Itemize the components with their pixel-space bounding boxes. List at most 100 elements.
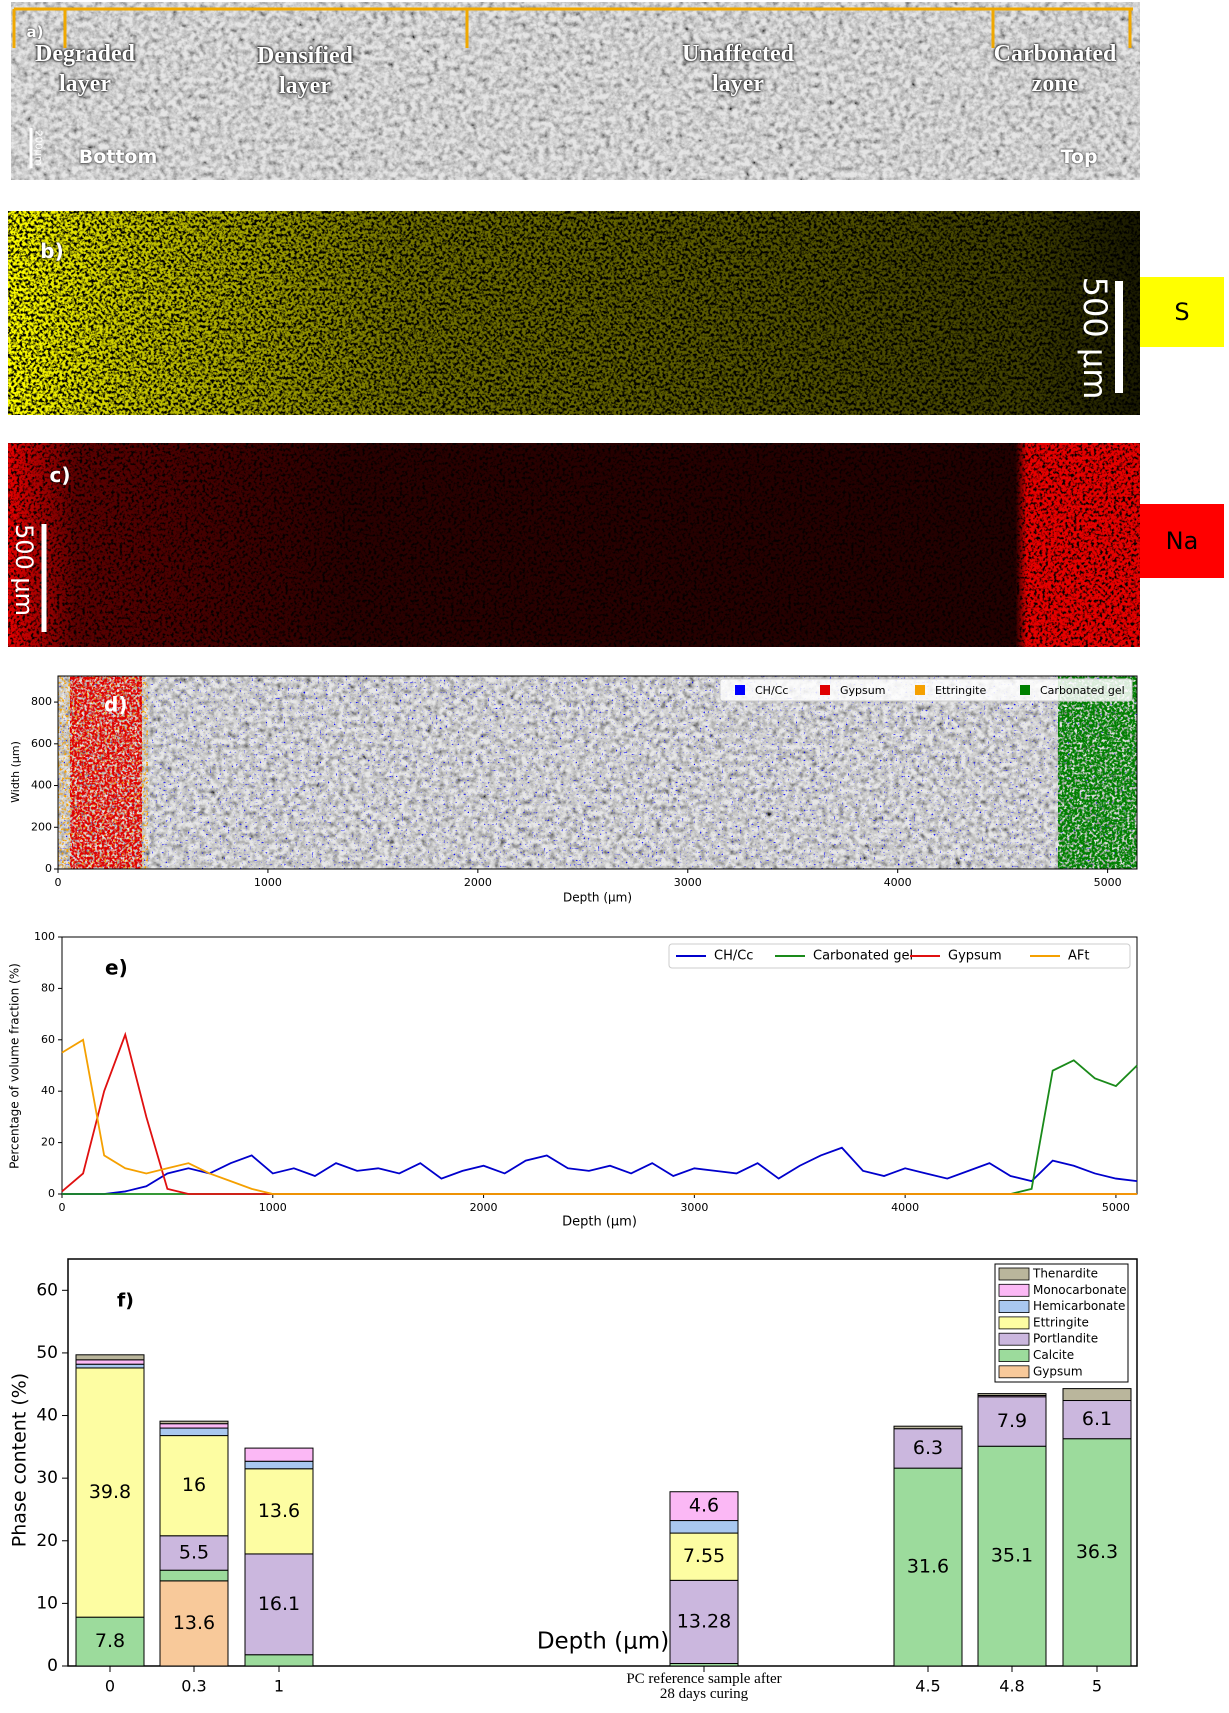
legend-swatch: [820, 685, 830, 695]
legend-label: Gypsum: [1033, 1364, 1083, 1378]
bar-segment: [160, 1424, 228, 1428]
value-label: 7.9: [997, 1410, 1027, 1432]
figure: 0100020003000400050000200400600800Depth …: [0, 0, 1229, 1713]
scale-bar-label: 500 μm: [10, 524, 38, 616]
x-axis-title: Depth (μm): [562, 1215, 637, 1230]
map-na-texture: [8, 443, 1140, 647]
end-label: Top: [1060, 146, 1097, 168]
legend-label: Ettringite: [935, 684, 986, 697]
bar-segment: [160, 1570, 228, 1581]
x-tick-label: PC reference sample after 28 days curing: [619, 1672, 789, 1702]
bar-segment: [1063, 1389, 1131, 1401]
legend-label: AFt: [1068, 949, 1089, 964]
x-tick-label: 2000: [470, 1201, 498, 1214]
value-label: 7.8: [95, 1630, 125, 1652]
element-label: S: [1174, 298, 1189, 326]
y-tick-label: 40: [36, 1406, 58, 1426]
zone-label: Densified layer: [240, 41, 370, 101]
legend-label: Monocarbonate: [1033, 1283, 1127, 1297]
value-label: 39.8: [89, 1481, 131, 1503]
panel-label: c): [50, 463, 71, 487]
y-tick-label: 60: [36, 1280, 58, 1300]
x-tick-label: 1000: [254, 876, 282, 889]
legend-label: Gypsum: [948, 949, 1002, 964]
micrograph-texture: [11, 2, 1140, 180]
x-tick-label: 5000: [1102, 1201, 1130, 1214]
panel-label: d): [104, 693, 127, 717]
x-axis-title: Depth (μm): [563, 891, 632, 905]
legend-label: Carbonated gel: [813, 949, 913, 964]
legend-label: CH/Cc: [714, 949, 753, 964]
y-tick-label: 0: [48, 1187, 55, 1200]
x-tick-label: 4.5: [915, 1677, 940, 1696]
legend-label: Carbonated gel: [1040, 684, 1125, 697]
bar-segment: [245, 1461, 313, 1469]
legend-label: Portlandite: [1033, 1332, 1098, 1346]
y-tick-label: 20: [36, 1531, 58, 1551]
x-tick-label: 1000: [259, 1201, 287, 1214]
bar-segment: [245, 1655, 313, 1666]
y-tick-label: 200: [31, 820, 52, 833]
value-label: 7.55: [683, 1545, 725, 1567]
x-tick-label: 0.3: [181, 1677, 206, 1696]
legend-label: Hemicarbonate: [1033, 1299, 1125, 1313]
value-label: 5.5: [179, 1541, 209, 1563]
x-tick-label: 4000: [884, 876, 912, 889]
bar-segment: [245, 1448, 313, 1461]
y-tick-label: 600: [31, 737, 52, 750]
y-tick-label: 0: [45, 862, 52, 875]
y-tick-label: 80: [41, 981, 55, 994]
zone-label: Carbonated zone: [985, 39, 1125, 99]
y-tick-label: 0: [47, 1656, 58, 1676]
bar-segment: [978, 1394, 1046, 1396]
y-tick-label: 10: [36, 1593, 58, 1613]
legend-swatch: [999, 1366, 1029, 1378]
legend-swatch: [999, 1284, 1029, 1296]
bar-segment: [894, 1426, 962, 1429]
x-tick-label: 5: [1092, 1677, 1102, 1696]
legend-swatch: [1020, 685, 1030, 695]
bar-segment: [160, 1421, 228, 1424]
line: [62, 1040, 1137, 1194]
value-label: 16.1: [258, 1593, 300, 1615]
figure-canvas: 0100020003000400050000200400600800Depth …: [0, 0, 1229, 1713]
y-tick-label: 30: [36, 1468, 58, 1488]
x-tick-label: 0: [55, 876, 62, 889]
y-tick-label: 40: [41, 1084, 55, 1097]
zone-label: Unaffected layer: [673, 39, 803, 99]
legend-swatch: [915, 685, 925, 695]
y-axis-title: Percentage of volume fraction (%): [8, 963, 22, 1169]
panel-label: a): [27, 23, 44, 41]
legend-swatch: [999, 1350, 1029, 1362]
x-tick-label: 2000: [464, 876, 492, 889]
value-label: 13.28: [677, 1610, 731, 1632]
legend-swatch: [999, 1317, 1029, 1329]
scale-bar-label: 200μm: [33, 130, 44, 165]
x-tick-label: 3000: [680, 1201, 708, 1214]
value-label: 16: [182, 1474, 206, 1496]
legend-label: Calcite: [1033, 1348, 1074, 1362]
value-label: 13.6: [173, 1612, 215, 1634]
value-label: 6.1: [1082, 1408, 1112, 1430]
line: [62, 1148, 1137, 1194]
value-label: 36.3: [1076, 1541, 1118, 1563]
panel-label: e): [105, 956, 128, 980]
bar-segment: [670, 1521, 738, 1534]
y-axis-title: Phase content (%): [9, 1373, 31, 1547]
panel-label: b): [40, 239, 63, 263]
x-axis-title: Depth (μm): [537, 1629, 669, 1655]
y-tick-label: 60: [41, 1033, 55, 1046]
value-label: 31.6: [907, 1556, 949, 1578]
y-axis-title: Width (μm): [9, 741, 22, 803]
element-label: Na: [1166, 527, 1199, 555]
y-tick-label: 400: [31, 779, 52, 792]
y-tick-label: 50: [36, 1343, 58, 1363]
panel-label: f): [117, 1290, 134, 1312]
y-tick-label: 800: [31, 695, 52, 708]
value-label: 13.6: [258, 1500, 300, 1522]
scale-bar-label: 500 μm: [1076, 277, 1114, 400]
x-tick-label: 0: [59, 1201, 66, 1214]
phase-overlay: [58, 676, 1137, 869]
legend-label: CH/Cc: [755, 684, 788, 697]
x-tick-label: 3000: [674, 876, 702, 889]
